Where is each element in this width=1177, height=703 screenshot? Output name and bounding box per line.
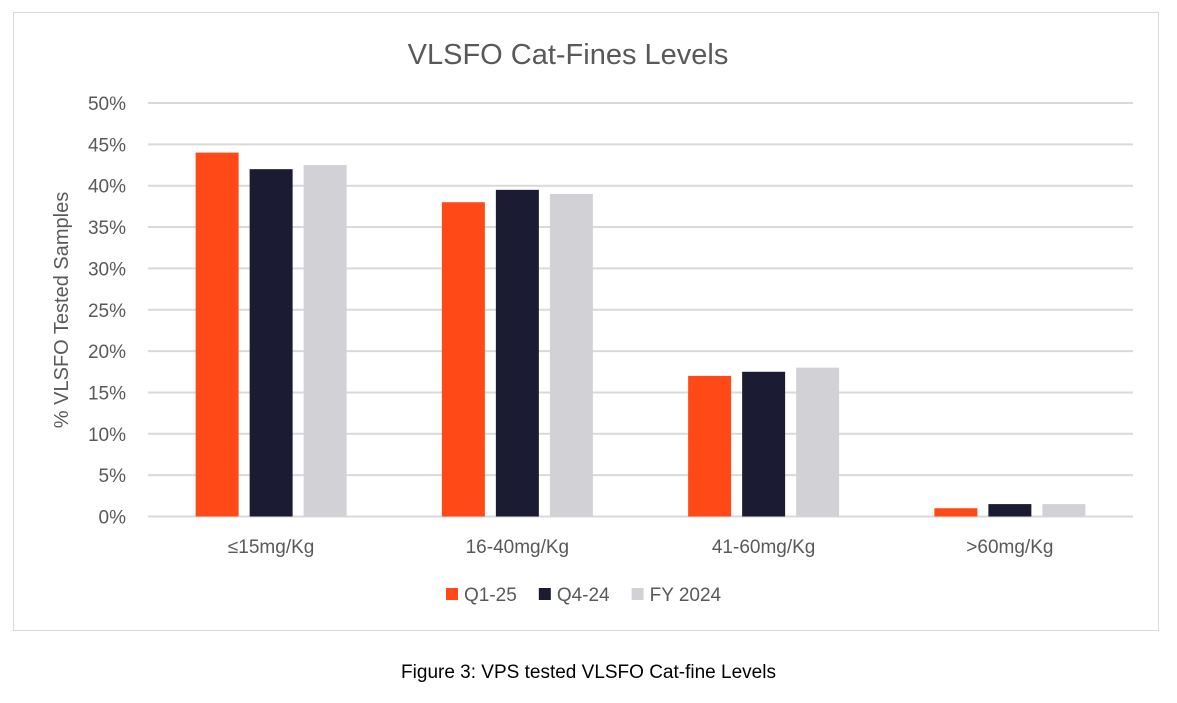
figure-caption: Figure 3: VPS tested VLSFO Cat-fine Leve… (401, 662, 776, 683)
legend-label: FY 2024 (650, 585, 722, 606)
legend-label: Q1-25 (464, 585, 517, 606)
y-tick-label: 20% (88, 342, 126, 363)
bar-q1-25 (934, 508, 978, 517)
y-axis-label: % VLSFO Tested Samples (51, 192, 73, 428)
y-tick-label: 10% (88, 425, 126, 446)
bar-q1-25 (195, 152, 239, 517)
y-tick-label: 15% (88, 383, 126, 404)
bar-fy-2024 (1042, 504, 1086, 517)
y-tick-label: 50% (88, 94, 126, 115)
y-tick-label: 5% (99, 466, 127, 487)
x-tick-label: ≤15mg/Kg (228, 537, 314, 558)
y-tick-label: 0% (99, 508, 127, 529)
x-tick-label: >60mg/Kg (966, 537, 1053, 558)
legend-label: Q4-24 (557, 585, 610, 606)
bar-q4-24 (495, 189, 539, 517)
bar-q4-24 (742, 371, 786, 517)
legend-swatch (446, 588, 458, 600)
bar-fy-2024 (303, 165, 347, 517)
bar-fy-2024 (549, 193, 593, 517)
bar-q4-24 (249, 169, 293, 517)
x-tick-label: 16-40mg/Kg (466, 537, 570, 558)
y-tick-label: 35% (88, 218, 126, 239)
chart-frame (13, 12, 1159, 631)
bar-q1-25 (441, 202, 485, 517)
y-tick-label: 30% (88, 259, 126, 280)
bar-fy-2024 (796, 367, 840, 517)
chart-title: VLSFO Cat-Fines Levels (408, 39, 729, 71)
y-tick-label: 45% (88, 135, 126, 156)
legend-swatch (538, 588, 551, 600)
bar-q1-25 (688, 375, 732, 517)
x-tick-label: 41-60mg/Kg (712, 537, 816, 558)
legend-swatch (631, 588, 644, 600)
bar-chart: VLSFO Cat-Fines Levels 0% 5% 10% 15% 20% 25% 30… (51, 39, 1133, 606)
y-tick-label: 25% (88, 301, 126, 322)
bar-q4-24 (988, 504, 1032, 517)
y-tick-label: 40% (88, 177, 126, 198)
